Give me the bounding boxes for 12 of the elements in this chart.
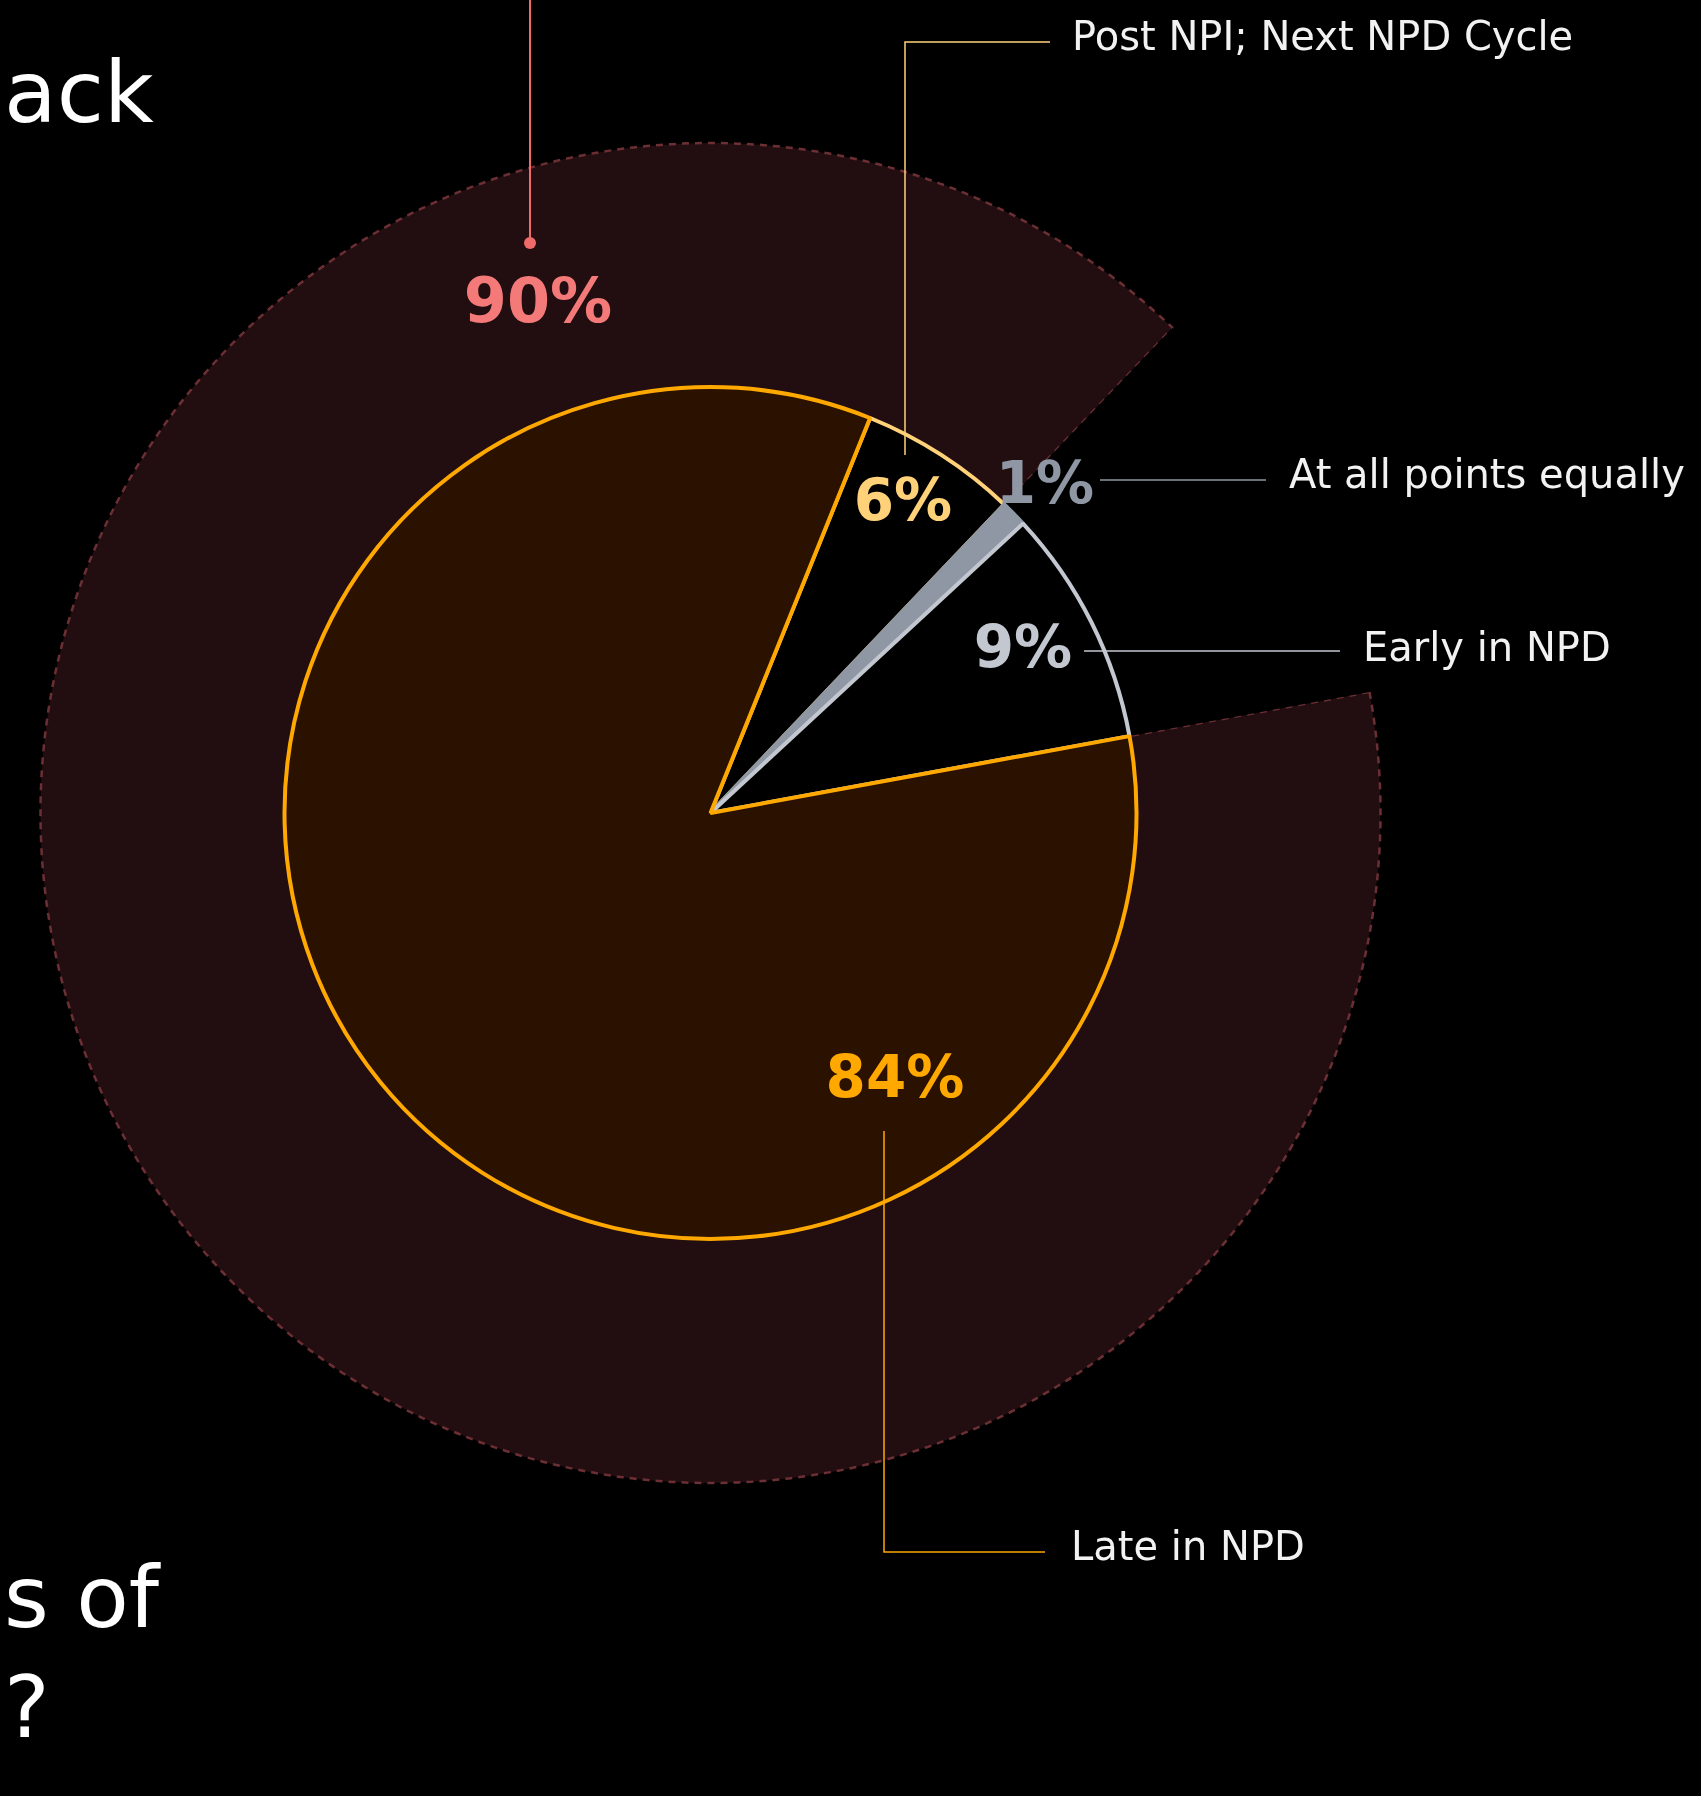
- data-label: 90%: [463, 264, 613, 338]
- text: ack: [4, 42, 154, 143]
- slice-label: Late in NPD: [1071, 1523, 1305, 1570]
- slice-label: Post NPI; Next NPD Cycle: [1072, 13, 1574, 60]
- data-label: 6%: [853, 466, 953, 535]
- slice-label: Early in NPD: [1363, 624, 1611, 671]
- data-label: 1%: [995, 449, 1095, 518]
- data-label: 9%: [973, 613, 1073, 682]
- legend-label: At all points equally: [1289, 451, 1685, 498]
- text: s of: [4, 1547, 161, 1648]
- text: ?: [4, 1657, 50, 1758]
- data-label: 84%: [825, 1043, 965, 1112]
